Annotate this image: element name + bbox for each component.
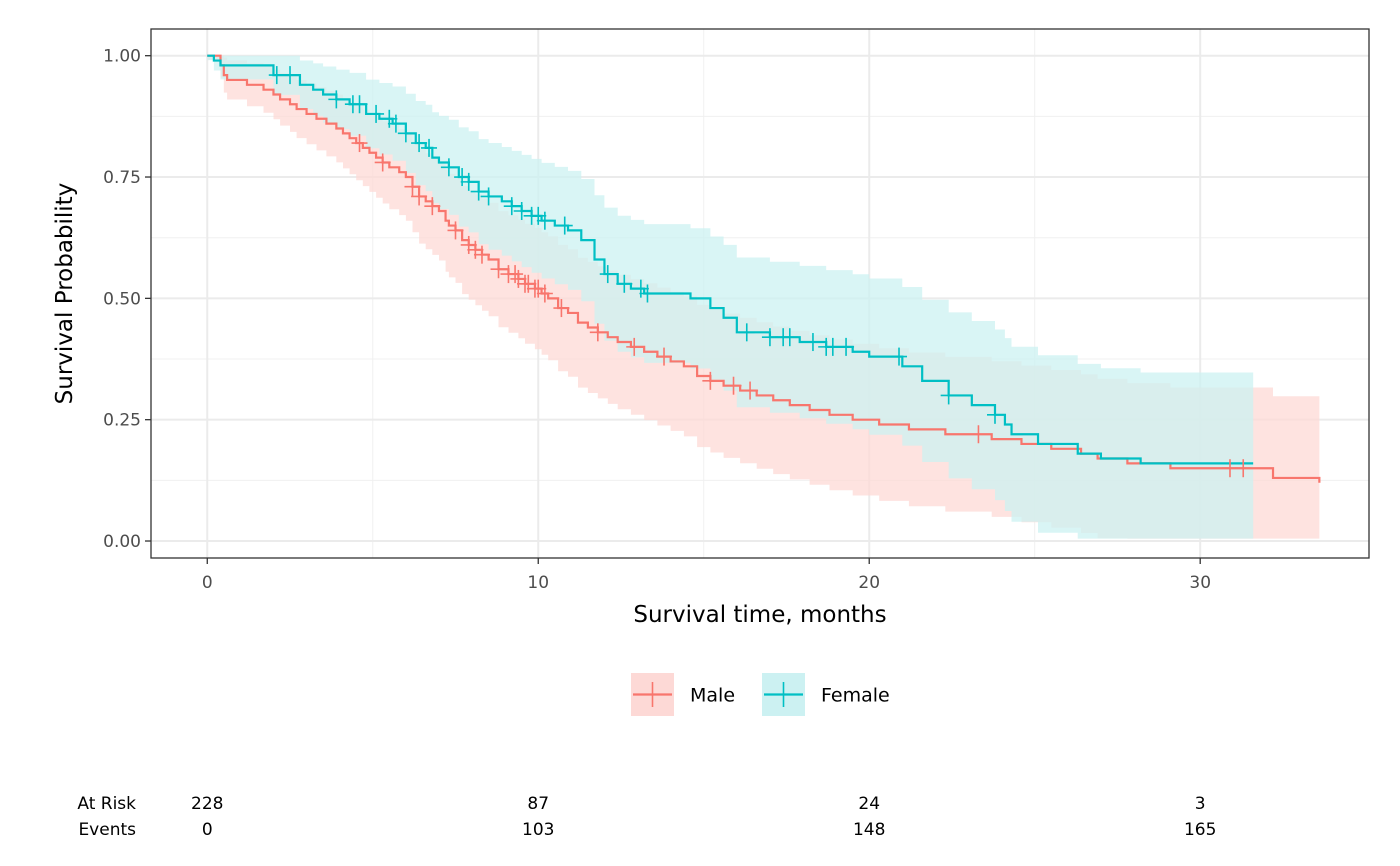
censor-mark-male xyxy=(424,197,441,216)
censor-mark-female xyxy=(530,206,547,225)
risk-at-risk-value: 3 xyxy=(1195,794,1206,814)
censor-mark-male xyxy=(351,134,368,153)
y-tick-label: 0.75 xyxy=(103,168,141,188)
censor-mark-female xyxy=(470,182,487,201)
censor-mark-male xyxy=(404,177,421,196)
censor-mark-female xyxy=(536,211,553,230)
risk-at-risk-value: 87 xyxy=(527,794,549,814)
censor-mark-male xyxy=(626,337,643,356)
x-tick-label: 10 xyxy=(527,573,549,593)
risk-events-value: 165 xyxy=(1184,820,1216,840)
y-axis-ticks: 0.00 0.25 0.50 0.75 1.00 xyxy=(103,47,151,552)
censor-mark-male xyxy=(510,269,527,288)
censor-mark-male xyxy=(536,284,553,303)
y-tick-label: 1.00 xyxy=(103,47,141,67)
x-axis-title: Survival time, months xyxy=(633,602,886,628)
censor-mark-female xyxy=(838,337,855,356)
censor-mark-female xyxy=(738,323,755,342)
censor-mark-female xyxy=(632,279,649,298)
censor-mark-male xyxy=(490,260,507,279)
legend-label-female: Female xyxy=(821,685,890,707)
legend-item-female: Female xyxy=(762,673,890,716)
censor-mark-male xyxy=(1235,459,1252,478)
risk-table: At Risk Events 228 0 87 103 24 148 3 165 xyxy=(77,794,1216,840)
legend-item-male: Male xyxy=(631,673,735,716)
confidence-bands xyxy=(207,55,1320,539)
censor-mark-female xyxy=(454,168,471,187)
risk-row-label: Events xyxy=(78,820,136,840)
censor-mark-male xyxy=(656,347,673,366)
censor-mark-female xyxy=(639,284,656,303)
censor-mark-female xyxy=(397,124,414,143)
censor-mark-male xyxy=(742,381,759,400)
censor-mark-female xyxy=(503,197,520,216)
y-tick-label: 0.25 xyxy=(103,411,141,431)
censor-mark-male xyxy=(520,274,537,293)
censor-mark-male xyxy=(970,425,987,444)
x-axis-ticks: 0 10 20 30 xyxy=(202,558,1211,593)
x-tick-label: 30 xyxy=(1189,573,1211,593)
legend: Male Female xyxy=(631,673,890,716)
censor-mark-male xyxy=(530,279,547,298)
risk-row-label: At Risk xyxy=(77,794,136,814)
y-tick-label: 0.00 xyxy=(103,532,141,552)
censor-mark-female xyxy=(513,201,530,220)
censor-mark-female xyxy=(460,172,477,191)
censor-mark-female xyxy=(599,265,616,284)
risk-events-value: 0 xyxy=(202,820,213,840)
censor-mark-male xyxy=(473,245,490,264)
plot-panel-border xyxy=(150,28,1370,559)
legend-label-male: Male xyxy=(690,685,735,707)
censor-mark-female xyxy=(387,114,404,133)
risk-at-risk-value: 228 xyxy=(191,794,223,814)
x-tick-label: 20 xyxy=(858,573,880,593)
censor-mark-female xyxy=(381,109,398,128)
x-tick-label: 0 xyxy=(202,573,213,593)
censor-mark-female xyxy=(282,66,299,85)
risk-events-value: 148 xyxy=(853,820,885,840)
censor-mark-male xyxy=(553,299,570,318)
censor-mark-female xyxy=(940,386,957,405)
censor-mark-female xyxy=(480,187,497,206)
censor-mark-male xyxy=(507,265,524,284)
censor-mark-male xyxy=(702,371,719,390)
censor-mark-female xyxy=(781,328,798,347)
censor-mark-female xyxy=(368,104,385,123)
censor-mark-female xyxy=(616,274,633,293)
censor-mark-male xyxy=(411,187,428,206)
censor-marks xyxy=(268,66,1252,478)
confidence-band-female xyxy=(207,55,1254,539)
censor-mark-male xyxy=(725,376,742,395)
censor-mark-male xyxy=(447,221,464,240)
risk-at-risk-value: 24 xyxy=(858,794,880,814)
censor-mark-male xyxy=(374,153,391,172)
censor-mark-male xyxy=(589,323,606,342)
censor-mark-female xyxy=(351,95,368,114)
censor-mark-female xyxy=(440,158,457,177)
censor-mark-male xyxy=(467,240,484,259)
censor-mark-female xyxy=(411,134,428,153)
censor-mark-male xyxy=(460,235,477,254)
risk-events-value: 103 xyxy=(522,820,554,840)
censor-mark-female xyxy=(328,90,345,109)
y-tick-label: 0.50 xyxy=(103,289,141,309)
censor-mark-female xyxy=(556,216,573,235)
censor-mark-female xyxy=(986,405,1003,424)
censor-mark-female xyxy=(891,347,908,366)
censor-mark-female xyxy=(421,138,438,157)
censor-mark-female xyxy=(804,333,821,352)
y-axis-title: Survival Probability xyxy=(52,183,78,405)
